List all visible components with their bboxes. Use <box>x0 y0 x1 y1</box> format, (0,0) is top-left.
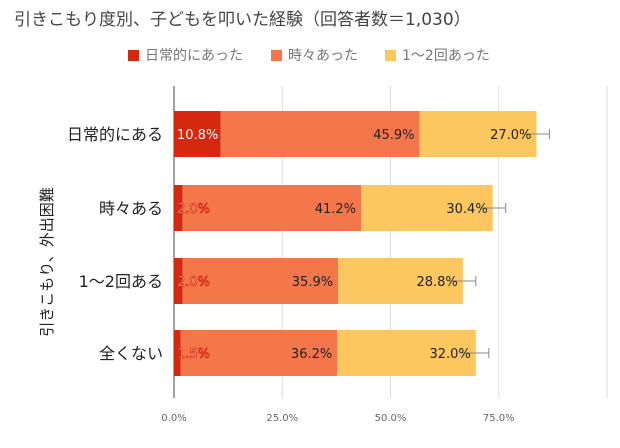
legend-swatch <box>128 50 139 61</box>
legend-label: 日常的にあった <box>145 48 243 64</box>
data-label: 41.2% <box>315 202 356 217</box>
x-tick-label: 50.0% <box>375 413 407 424</box>
legend-swatch <box>385 50 396 61</box>
data-label: 36.2% <box>291 347 332 362</box>
bar-segment <box>174 330 181 376</box>
data-label: 27.0% <box>490 128 531 143</box>
bar-segment <box>182 258 339 304</box>
data-label: 35.9% <box>292 275 333 290</box>
data-label: 28.8% <box>416 275 457 290</box>
error-bar <box>523 129 550 139</box>
data-label: 32.0% <box>429 347 470 362</box>
data-label: 30.4% <box>446 202 487 217</box>
bar-segment <box>337 330 476 376</box>
error-bar <box>449 276 477 286</box>
bar-segment <box>361 185 493 231</box>
bar-segment <box>174 111 221 157</box>
data-labels: 10.8% 45.9% 27.0% 2.0% 41.2% 30.4% 2.0% 35.9% 28… <box>177 128 532 362</box>
legend: 日常的にあった 時々あった 1～2回あった <box>128 48 490 64</box>
data-label: 2.0% <box>177 202 210 217</box>
error-bar <box>479 203 507 213</box>
x-tick-label: 75.0% <box>483 413 515 424</box>
x-tick-labels: 0.0% 25.0% 50.0% 75.0% <box>161 413 514 424</box>
x-tick-label: 25.0% <box>266 413 298 424</box>
bar-segment <box>180 330 338 376</box>
error-bar <box>462 348 490 358</box>
bar-segment <box>220 111 420 157</box>
legend-label: 1～2回あった <box>402 48 490 64</box>
bar-segment <box>174 258 183 304</box>
data-label: 1.5% <box>177 347 210 362</box>
category-label: 時々ある <box>99 199 163 218</box>
bar-segment <box>338 258 463 304</box>
bar-segment <box>419 111 537 157</box>
y-axis-title: 引きこもり、外出困難 <box>38 187 56 336</box>
data-label: 2.0% <box>177 275 210 290</box>
category-label: 全くない <box>99 344 163 363</box>
legend-label: 時々あった <box>288 48 358 64</box>
x-tick-label: 0.0% <box>161 413 186 424</box>
bars <box>174 111 550 376</box>
category-label: 1～2回ある <box>79 272 163 291</box>
legend-swatch <box>271 50 282 61</box>
bar-segment <box>182 185 362 231</box>
data-label: 45.9% <box>373 128 414 143</box>
bar-segment <box>174 185 183 231</box>
category-label: 日常的にある <box>67 125 163 144</box>
chart-title: 引きこもり度別、子どもを叩いた経験（回答者数＝1,030） <box>14 10 471 30</box>
data-label: 10.8% <box>177 128 218 143</box>
